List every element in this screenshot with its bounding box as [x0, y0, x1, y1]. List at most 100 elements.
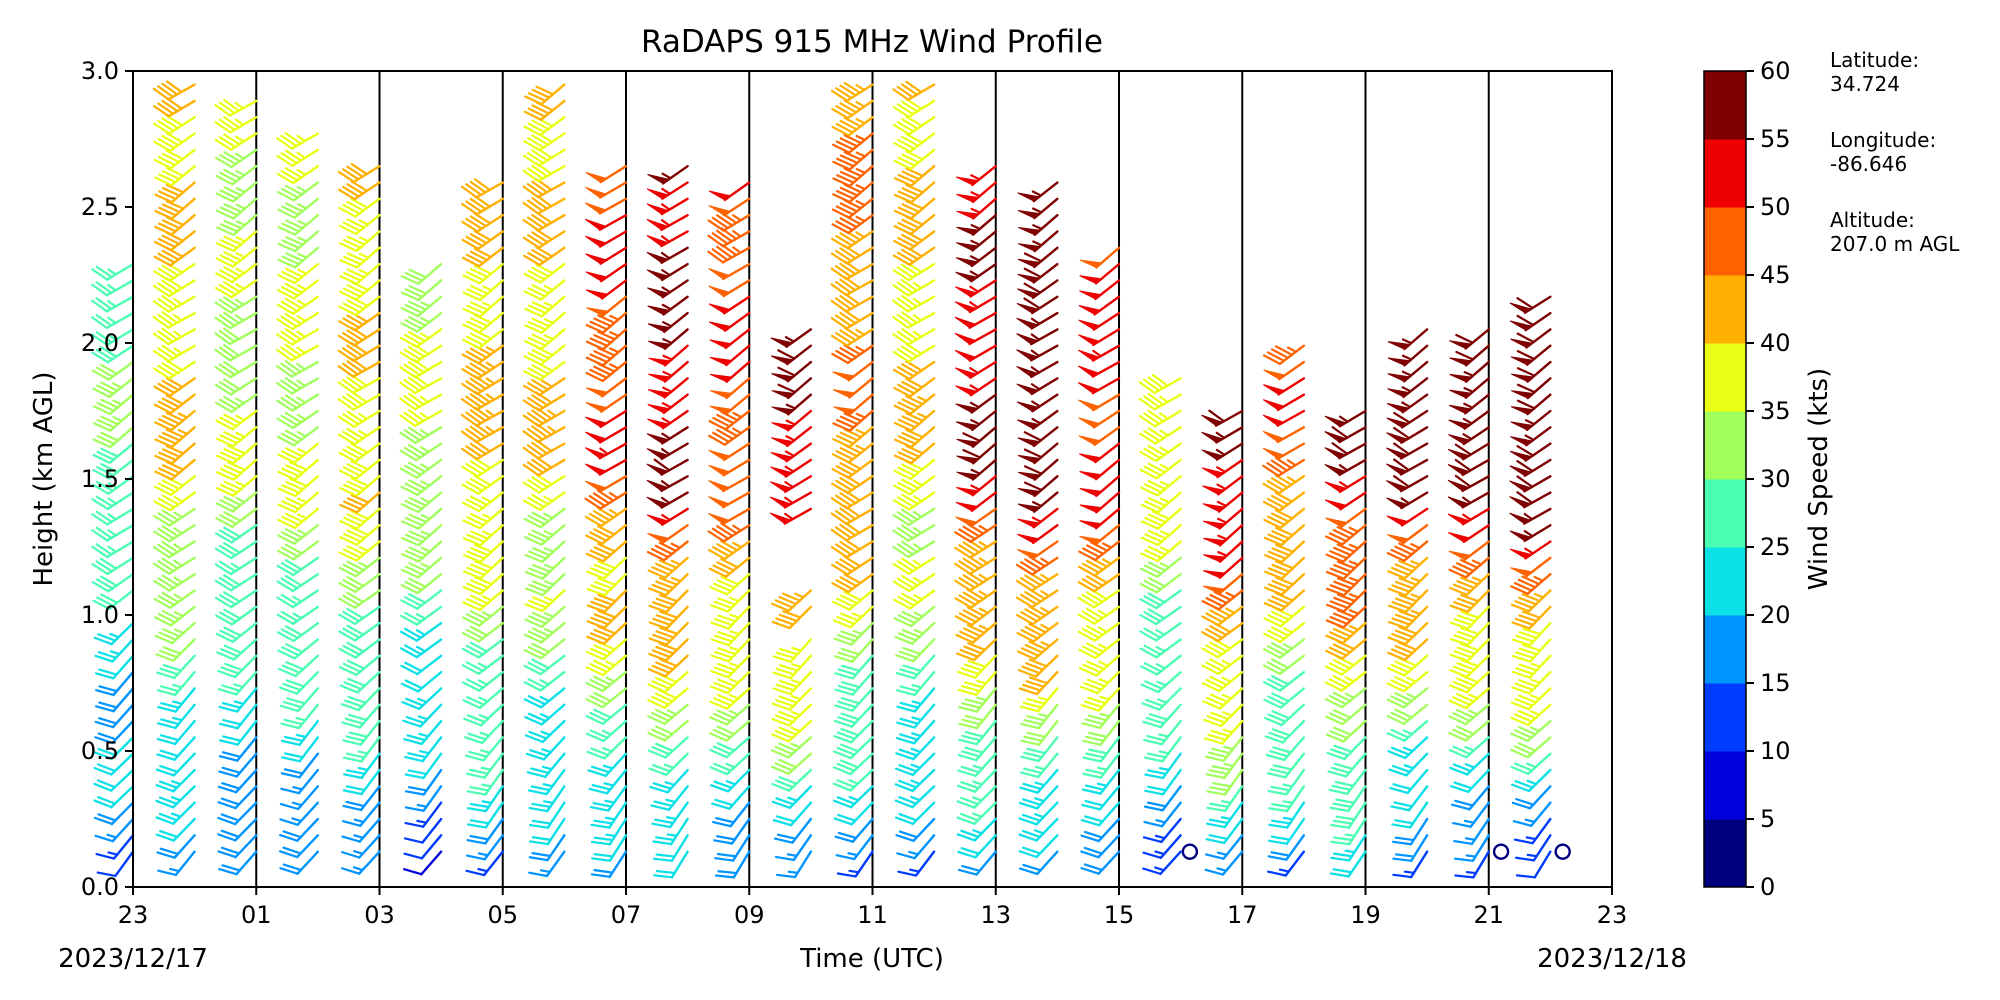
barb-feather [161, 203, 181, 214]
barb-feather [468, 750, 488, 758]
barb-feather [531, 529, 551, 540]
barb-feather [221, 751, 242, 758]
barb-feather [338, 433, 356, 446]
barb-feather [1022, 863, 1042, 872]
barb-feather [283, 768, 304, 775]
barb-feather [585, 715, 604, 725]
barb-half-feather [972, 780, 983, 786]
barb-half-feather [1463, 402, 1474, 409]
barb-feather [350, 477, 370, 488]
barb-feather [460, 398, 478, 411]
barb-flag [648, 373, 672, 383]
barb-feather [778, 679, 799, 688]
barb-feather [1335, 815, 1356, 821]
barb-feather [1453, 601, 1473, 610]
barb-feather [284, 559, 303, 571]
barb-feather [346, 591, 365, 604]
barb-feather [962, 609, 981, 620]
barb-half-feather [480, 766, 492, 771]
barb-feather [466, 304, 485, 315]
barb-feather [346, 513, 366, 524]
barb-half-feather [969, 255, 981, 262]
barb-feather [473, 560, 493, 570]
latitude-info: Latitude: 34.724 [1830, 48, 1959, 96]
barb-feather [896, 251, 915, 264]
barb-feather [470, 563, 490, 573]
barb-flag [1079, 471, 1103, 480]
barb-feather [532, 580, 552, 590]
barb-half-feather [1156, 698, 1168, 704]
barb-feather [337, 398, 355, 411]
barb-feather [399, 414, 417, 427]
barb-half-feather [855, 84, 866, 92]
barb-feather [655, 836, 676, 842]
barb-feather [837, 700, 857, 709]
barb-feather [158, 435, 177, 445]
barb-half-feather [661, 513, 671, 522]
barb-feather [1019, 705, 1040, 713]
colorbar-segment [1704, 343, 1746, 412]
barb-half-feather [1338, 464, 1349, 472]
barb-feather [597, 507, 615, 519]
barb-feather [1390, 711, 1409, 722]
barb-half-feather [297, 203, 308, 210]
barb-staff [420, 834, 443, 860]
barb-feather [154, 225, 173, 236]
barb-feather [843, 412, 863, 422]
barb-feather [1393, 411, 1411, 424]
barb-half-feather [172, 716, 183, 722]
barb-feather [963, 645, 983, 655]
barb-half-feather [670, 542, 681, 549]
barb-half-feather [1158, 733, 1170, 738]
barb-flag [1077, 349, 1101, 362]
barb-feather [223, 496, 242, 507]
barb-half-feather [1216, 466, 1227, 473]
barb-half-feather [1348, 625, 1360, 631]
barb-feather [1267, 598, 1287, 609]
barb-feather [91, 529, 109, 542]
barb-feather [655, 853, 676, 858]
barb-feather [280, 134, 298, 148]
barb-feather [831, 482, 849, 495]
barb-feather [843, 344, 862, 356]
barb-flag [1449, 389, 1473, 399]
barb-half-feather [352, 866, 364, 872]
barb-feather [1147, 592, 1166, 604]
barb-half-feather [481, 496, 492, 503]
barb-feather [893, 598, 912, 610]
barb-feather [892, 513, 910, 526]
barb-feather [1201, 647, 1220, 659]
barb-feather [1148, 530, 1167, 540]
barb-half-feather [485, 425, 496, 434]
barb-half-feather [1159, 497, 1171, 504]
barb-feather [897, 614, 917, 624]
barb-half-feather [732, 541, 743, 549]
barb-feather [1268, 807, 1289, 813]
barb-feather [161, 187, 181, 197]
barb-feather [408, 530, 428, 540]
barb-feather [345, 769, 366, 775]
barb-feather [215, 632, 234, 643]
barb-feather [100, 381, 119, 392]
barb-half-feather [358, 429, 369, 437]
barb-feather [1332, 675, 1351, 686]
barb-half-feather [177, 429, 189, 435]
barb-feather [840, 696, 861, 705]
barb-feather [771, 782, 791, 792]
barb-feather [1336, 525, 1356, 536]
barb-feather [1386, 682, 1406, 693]
barb-feather [1398, 560, 1418, 570]
barb-half-feather [357, 766, 369, 771]
barb-feather [99, 363, 118, 375]
barb-feather [905, 97, 923, 110]
barb-feather [346, 545, 366, 556]
barb-feather [589, 567, 609, 577]
barb-half-feather [1530, 694, 1541, 700]
barb-feather [281, 515, 300, 526]
barb-feather [1085, 735, 1105, 742]
barb-feather [1209, 625, 1228, 637]
barb-feather [1336, 577, 1356, 586]
barb-feather [832, 750, 852, 760]
barb-feather [901, 203, 921, 213]
barb-half-feather [970, 468, 981, 475]
